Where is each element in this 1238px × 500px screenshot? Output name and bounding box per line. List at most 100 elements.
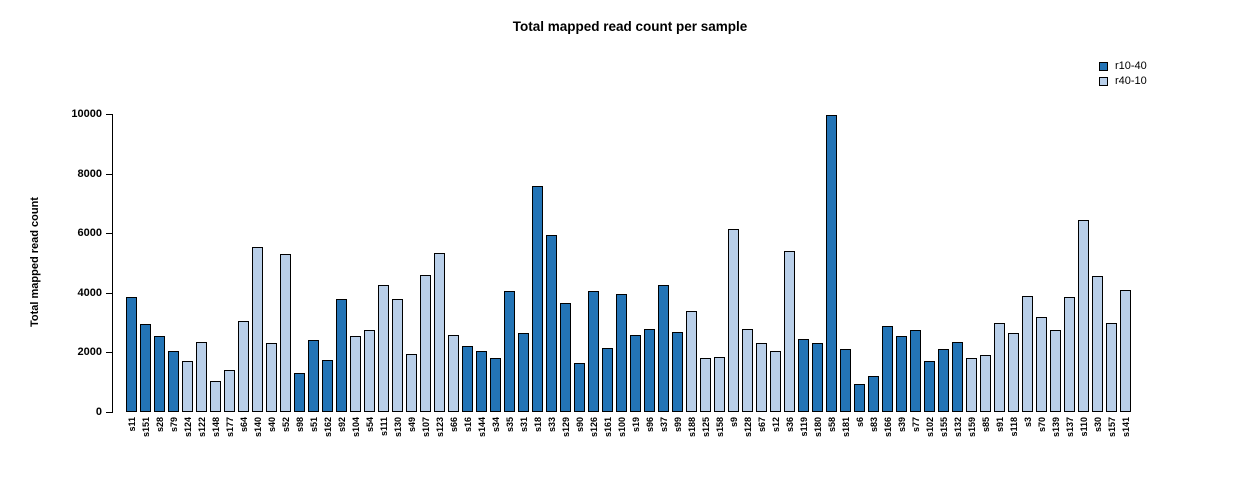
x-axis-label-s31: s31 xyxy=(519,417,529,433)
x-axis-label-s54: s54 xyxy=(365,417,375,433)
y-axis-tick xyxy=(106,293,112,294)
bar-s58 xyxy=(826,115,837,412)
bar-s91 xyxy=(994,323,1005,412)
bar-s141 xyxy=(1120,290,1131,412)
x-axis-label-s144: s144 xyxy=(477,417,487,438)
bar-s66 xyxy=(448,335,459,412)
x-axis-label-s129: s129 xyxy=(561,417,571,438)
bar-s6 xyxy=(854,384,865,412)
bar-s35 xyxy=(504,291,515,412)
bar-s126 xyxy=(588,291,599,412)
x-axis-label-s128: s128 xyxy=(743,417,753,438)
x-axis-label-s151: s151 xyxy=(141,417,151,438)
x-axis-label-s6: s6 xyxy=(855,417,865,428)
x-axis-label-s83: s83 xyxy=(869,417,879,433)
bar-s161 xyxy=(602,348,613,412)
x-axis-label-s157: s157 xyxy=(1107,417,1117,438)
bar-s107 xyxy=(420,275,431,412)
x-axis-label-s36: s36 xyxy=(785,417,795,433)
bar-s128 xyxy=(742,329,753,412)
x-axis-label-s102: s102 xyxy=(925,417,935,438)
x-axis-label-s130: s130 xyxy=(393,417,403,438)
bar-s34 xyxy=(490,358,501,412)
x-axis-label-s66: s66 xyxy=(449,417,459,433)
bar-s98 xyxy=(294,373,305,412)
x-axis-label-s3: s3 xyxy=(1023,417,1033,428)
x-axis-label-s85: s85 xyxy=(981,417,991,433)
bar-s33 xyxy=(546,235,557,412)
x-axis-label-s111: s111 xyxy=(379,417,389,437)
bar-s144 xyxy=(476,351,487,412)
x-axis-label-s100: s100 xyxy=(617,417,627,438)
x-axis-label-s92: s92 xyxy=(337,417,347,433)
y-axis-tick xyxy=(106,114,112,115)
x-axis-label-s177: s177 xyxy=(225,417,235,438)
bar-s77 xyxy=(910,330,921,412)
bar-s155 xyxy=(938,349,949,412)
legend-label-r40-10: r40-10 xyxy=(1115,75,1147,87)
y-axis-tick-label: 6000 xyxy=(77,227,102,239)
x-axis-label-s34: s34 xyxy=(491,417,501,433)
legend-item-r40-10: r40-10 xyxy=(1099,74,1147,89)
x-axis-label-s132: s132 xyxy=(953,417,963,438)
x-axis-label-s141: s141 xyxy=(1121,417,1131,438)
x-axis-label-s180: s180 xyxy=(813,417,823,438)
bar-s92 xyxy=(336,299,347,412)
x-axis-label-s125: s125 xyxy=(701,417,711,438)
x-axis-label-s104: s104 xyxy=(351,417,361,438)
x-axis-label-s118: s118 xyxy=(1009,417,1019,437)
legend-swatch-r10-40 xyxy=(1099,62,1108,71)
bar-s30 xyxy=(1092,276,1103,412)
bar-s129 xyxy=(560,303,571,412)
bar-s139 xyxy=(1050,330,1061,412)
legend-swatch-r40-10 xyxy=(1099,77,1108,86)
bar-s124 xyxy=(182,361,193,412)
bar-s123 xyxy=(434,253,445,412)
x-axis-label-s18: s18 xyxy=(533,417,543,433)
bar-s3 xyxy=(1022,296,1033,412)
x-axis-label-s39: s39 xyxy=(897,417,907,433)
x-axis-label-s126: s126 xyxy=(589,417,599,438)
x-axis-label-s140: s140 xyxy=(253,417,263,438)
bar-s137 xyxy=(1064,297,1075,412)
x-axis-label-s49: s49 xyxy=(407,417,417,433)
chart-title: Total mapped read count per sample xyxy=(512,19,748,34)
bar-s119 xyxy=(798,339,809,412)
bar-s118 xyxy=(1008,333,1019,412)
bar-s9 xyxy=(728,229,739,412)
legend-item-r10-40: r10-40 xyxy=(1099,59,1147,74)
bar-s158 xyxy=(714,357,725,412)
bar-s188 xyxy=(686,311,697,412)
x-axis-label-s16: s16 xyxy=(463,417,473,433)
x-axis-label-s166: s166 xyxy=(883,417,893,438)
legend-label-r10-40: r10-40 xyxy=(1115,60,1147,72)
bar-s64 xyxy=(238,321,249,412)
x-axis-label-s30: s30 xyxy=(1093,417,1103,433)
bar-s54 xyxy=(364,330,375,412)
x-axis-label-s91: s91 xyxy=(995,417,1005,433)
x-axis-label-s181: s181 xyxy=(841,417,851,438)
bar-s166 xyxy=(882,326,893,412)
y-axis-tick xyxy=(106,412,112,413)
x-axis-label-s139: s139 xyxy=(1051,417,1061,438)
bar-s70 xyxy=(1036,317,1047,412)
x-axis-label-s155: s155 xyxy=(939,417,949,438)
y-axis-tick-label: 8000 xyxy=(77,168,102,180)
x-axis-label-s124: s124 xyxy=(183,417,193,438)
x-axis-label-s188: s188 xyxy=(687,417,697,438)
bar-s28 xyxy=(154,336,165,412)
x-axis-label-s77: s77 xyxy=(911,417,921,433)
bar-s18 xyxy=(532,186,543,412)
bar-s110 xyxy=(1078,220,1089,412)
x-axis-label-s51: s51 xyxy=(309,417,319,433)
bar-s180 xyxy=(812,343,823,412)
x-axis-label-s137: s137 xyxy=(1065,417,1075,438)
y-axis-tick xyxy=(106,352,112,353)
x-axis-label-s99: s99 xyxy=(673,417,683,433)
bar-s16 xyxy=(462,346,473,412)
x-axis-label-s90: s90 xyxy=(575,417,585,433)
bar-s140 xyxy=(252,247,263,412)
bar-s104 xyxy=(350,336,361,412)
x-axis-label-s98: s98 xyxy=(295,417,305,433)
